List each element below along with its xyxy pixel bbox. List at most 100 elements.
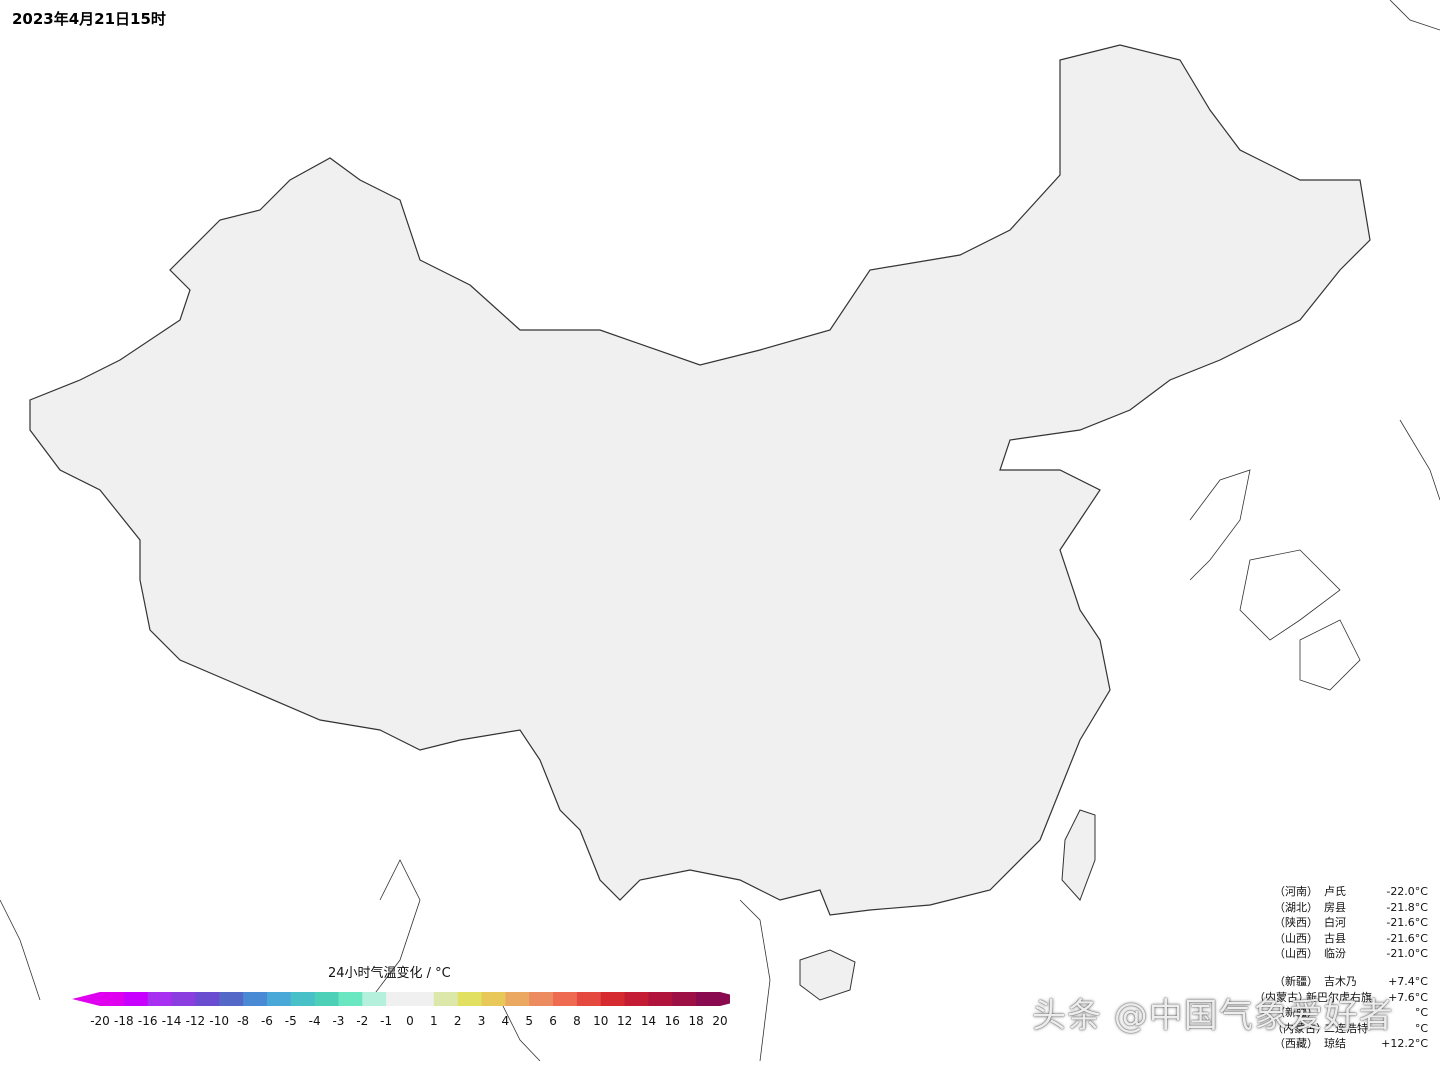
legend-swatch	[338, 992, 363, 1006]
legend-tick-label: -18	[114, 1014, 134, 1028]
station-value: +12.2°C	[1381, 1037, 1428, 1050]
legend-swatch	[219, 992, 244, 1006]
legend-tick-label: -4	[308, 1014, 321, 1028]
legend-tick-label: -6	[260, 1014, 273, 1028]
station-name: 二连浩特	[1324, 1021, 1368, 1035]
station-province: （陕西）	[1274, 916, 1318, 929]
legend-swatch	[123, 992, 149, 1006]
station-province: （山西）	[1274, 947, 1318, 960]
station-value: -21.0°C	[1386, 947, 1428, 960]
legend-tick-label: 5	[525, 1014, 534, 1028]
station-value: -21.8°C	[1386, 900, 1428, 914]
legend-arrow-low	[72, 992, 100, 1006]
legend-swatch	[243, 992, 268, 1006]
legend-swatch	[290, 992, 316, 1006]
legend-tick-label: -8	[237, 1014, 250, 1028]
legend-tick-label: -16	[137, 1014, 158, 1028]
legend-tick-label: 10	[593, 1014, 609, 1028]
watermark: 头条 @中国气象爱好者	[1032, 996, 1394, 1036]
legend-tick-label: 2	[453, 1014, 462, 1028]
legend-swatch	[314, 992, 339, 1006]
legend-swatch	[457, 992, 483, 1006]
legend-swatch	[505, 992, 530, 1006]
station-row: （陕西） 白河 -21.6°C	[1272, 915, 1428, 931]
legend-tick-label: 4	[501, 1014, 510, 1028]
station-name: 临汾	[1324, 947, 1346, 960]
legend-tick-label: 18	[688, 1014, 704, 1028]
station-province: （内蒙古）	[1272, 1021, 1327, 1035]
station-value: °C	[1414, 1021, 1428, 1035]
legend-swatch	[266, 992, 292, 1006]
station-row: （内蒙古） 新巴尔虎右旗 +7.6°C	[1254, 990, 1428, 1006]
legend-tick-label: -2	[356, 1014, 369, 1028]
legend-tick-label: 16	[664, 1014, 680, 1028]
station-value: °C	[1414, 1006, 1428, 1019]
station-name: 白河	[1324, 916, 1346, 929]
warming-station-list: （新疆） 吉木乃 +7.4°C （内蒙古） 新巴尔虎右旗 +7.6°C （新疆） °C （内蒙古…	[1254, 974, 1428, 1052]
legend-tick-label: 6	[549, 1014, 557, 1028]
station-province: （新疆）	[1274, 975, 1318, 988]
timestamp: 2023年4月21日15时	[12, 10, 166, 28]
legend-swatch	[529, 992, 554, 1006]
legend-swatch	[576, 992, 602, 1006]
legend-tick-label: 14	[640, 1014, 657, 1028]
station-province: （湖北）	[1274, 900, 1318, 914]
legend-swatch	[147, 992, 173, 1006]
legend-tick-label: -3	[332, 1014, 345, 1028]
cooling-station-list: （河南） 卢氏 -22.0°C （湖北） 房县 -21.8°C （陕西） 白河 -21.6°C （…	[1272, 884, 1428, 962]
legend-color-bar	[72, 992, 730, 1006]
legend-tick-labels: -20 -18 -16 -14 -12 -10 -8 -6 -5 -4 -3 -2 -1 0 1 2 3 4 5 6 8…	[70, 1014, 730, 1030]
station-name: 琼结	[1324, 1037, 1346, 1050]
legend-tick-label: -12	[185, 1014, 206, 1028]
station-value: +7.6°C	[1388, 990, 1428, 1004]
station-province: （山西）	[1274, 931, 1318, 945]
legend-swatch	[100, 992, 125, 1006]
legend-swatch	[433, 992, 459, 1006]
legend-swatch	[600, 992, 626, 1006]
station-province: （西藏）	[1274, 1037, 1318, 1050]
station-value: +7.4°C	[1388, 975, 1428, 988]
station-name: 卢氏	[1324, 885, 1346, 898]
legend-swatch	[553, 992, 578, 1006]
station-name: 新巴尔虎右旗	[1306, 990, 1372, 1004]
legend-tick-label: 0	[406, 1014, 414, 1028]
station-row: （山西） 古县 -21.6°C	[1272, 931, 1428, 947]
legend-tick-label: -10	[209, 1014, 230, 1028]
station-row: （新疆） °C	[1254, 1005, 1428, 1021]
legend-arrow-high	[720, 992, 730, 1006]
legend-tick-label: 20	[712, 1014, 728, 1028]
station-row: （新疆） 吉木乃 +7.4°C	[1254, 974, 1428, 990]
legend-swatch	[171, 992, 196, 1006]
station-province: （河南）	[1274, 885, 1318, 898]
station-value: -22.0°C	[1386, 885, 1428, 898]
station-value: -21.6°C	[1386, 916, 1428, 929]
color-legend: 24小时气温变化 / °C -20 -18 -16 -14 -12 -10 -8 -6 -5 -4…	[70, 960, 730, 1030]
legend-tick-label: -5	[284, 1014, 297, 1028]
station-row: （山西） 临汾 -21.0°C	[1272, 946, 1428, 962]
station-province: （新疆）	[1274, 1006, 1318, 1019]
legend-swatch	[672, 992, 697, 1006]
legend-tick-label: 3	[477, 1014, 486, 1028]
legend-tick-label: -1	[380, 1014, 393, 1028]
station-row: （湖北） 房县 -21.8°C	[1272, 900, 1428, 916]
station-name: 房县	[1324, 900, 1346, 914]
legend-tick-label: -20	[90, 1014, 110, 1028]
station-row: （河南） 卢氏 -22.0°C	[1272, 884, 1428, 900]
legend-swatch	[410, 992, 435, 1006]
station-name: 古县	[1324, 931, 1346, 945]
legend-tick-label: 12	[616, 1014, 633, 1028]
station-value: -21.6°C	[1386, 931, 1428, 945]
legend-tick-label: 8	[573, 1014, 581, 1028]
legend-swatch	[386, 992, 411, 1006]
legend-tick-label: 1	[430, 1014, 438, 1028]
legend-swatch	[624, 992, 649, 1006]
legend-title: 24小时气温变化 / °C	[328, 966, 451, 981]
station-row: （西藏） 琼结 +12.2°C	[1254, 1036, 1428, 1052]
legend-tick-label: -14	[161, 1014, 182, 1028]
legend-swatch	[195, 992, 220, 1006]
station-province: （内蒙古）	[1254, 990, 1309, 1004]
legend-swatch	[481, 992, 506, 1006]
